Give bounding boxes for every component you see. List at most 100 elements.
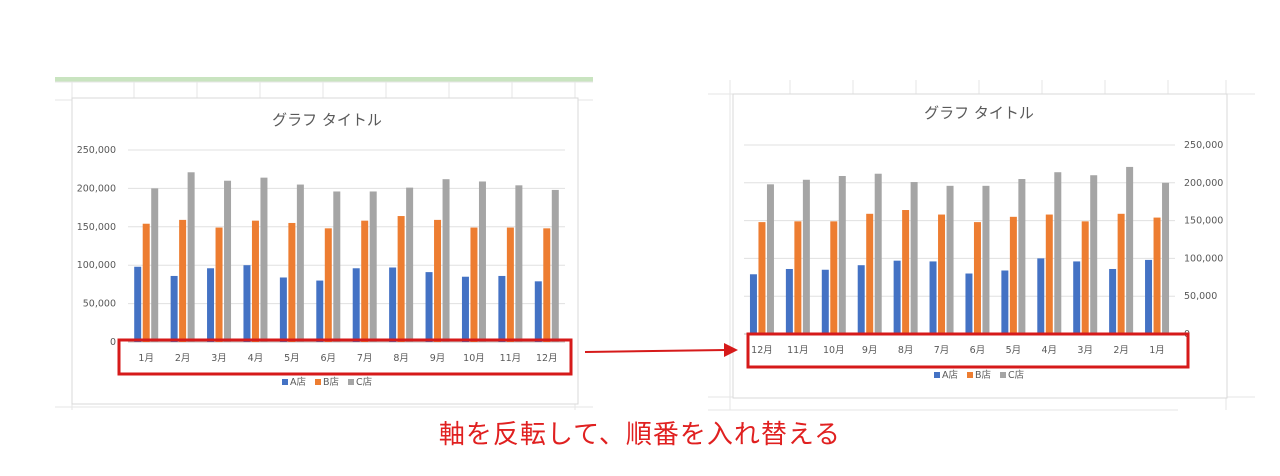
- legend-entry[interactable]: C店: [356, 376, 372, 388]
- bar-A店-4月[interactable]: [1037, 258, 1045, 334]
- legend-entry[interactable]: C店: [1008, 369, 1024, 381]
- axis-highlight-box: [117, 338, 573, 376]
- bar-C店-9月[interactable]: [874, 173, 882, 334]
- bar-A店-4月[interactable]: [243, 265, 251, 342]
- bar-C店-5月[interactable]: [296, 184, 304, 342]
- bar-B店-6月[interactable]: [324, 228, 332, 342]
- bar-C店-11月[interactable]: [515, 185, 523, 342]
- chart-title[interactable]: グラフ タイトル: [272, 111, 382, 129]
- bar-A店-3月[interactable]: [1073, 261, 1081, 334]
- y-tick-label: 100,000: [77, 260, 116, 271]
- bar-B店-1月[interactable]: [142, 223, 150, 342]
- bar-B店-7月[interactable]: [361, 220, 369, 342]
- bar-B店-11月[interactable]: [506, 227, 514, 342]
- y-tick-label: 100,000: [1184, 253, 1223, 264]
- x-tick-label: 5月: [284, 353, 300, 364]
- bar-C店-12月[interactable]: [551, 189, 559, 342]
- bar-B店-10月[interactable]: [470, 227, 478, 342]
- bar-B店-3月[interactable]: [215, 227, 223, 342]
- bar-B店-11月[interactable]: [794, 221, 802, 334]
- bar-B店-10月[interactable]: [830, 221, 838, 334]
- bar-B店-8月[interactable]: [397, 216, 405, 342]
- x-tick-label: 11月: [787, 345, 809, 356]
- x-tick-label: 2月: [175, 353, 191, 364]
- legend-swatch: [967, 372, 973, 378]
- bar-C店-3月[interactable]: [224, 180, 232, 342]
- bar-B店-4月[interactable]: [1045, 214, 1053, 334]
- legend-entry[interactable]: B店: [323, 376, 339, 388]
- bar-A店-1月[interactable]: [134, 266, 142, 342]
- bar-C店-2月[interactable]: [1126, 166, 1134, 334]
- bar-C店-4月[interactable]: [260, 177, 268, 342]
- bar-B店-9月[interactable]: [434, 219, 442, 342]
- bar-C店-2月[interactable]: [187, 172, 195, 342]
- bar-A店-6月[interactable]: [965, 273, 973, 334]
- bar-C店-10月[interactable]: [478, 181, 486, 342]
- bar-C店-8月[interactable]: [406, 187, 414, 342]
- bar-A店-8月[interactable]: [893, 260, 901, 334]
- x-tick-label: 1月: [1149, 345, 1165, 356]
- bar-A店-11月[interactable]: [785, 268, 793, 334]
- legend-swatch: [1000, 372, 1006, 378]
- bar-A店-12月[interactable]: [749, 274, 757, 334]
- legend-swatch: [934, 372, 940, 378]
- bar-B店-5月[interactable]: [1009, 216, 1017, 334]
- bar-B店-3月[interactable]: [1081, 221, 1089, 334]
- legend-entry[interactable]: A店: [942, 369, 958, 381]
- bar-C店-11月[interactable]: [802, 179, 810, 334]
- chart-title[interactable]: グラフ タイトル: [924, 104, 1034, 122]
- legend-swatch: [282, 379, 288, 385]
- bar-A店-1月[interactable]: [1145, 259, 1153, 334]
- chart-reversed: グラフ タイトル050,000100,000150,000200,000250,…: [732, 93, 1228, 399]
- bar-B店-9月[interactable]: [866, 213, 874, 334]
- x-tick-label: 7月: [934, 345, 950, 356]
- bar-C店-7月[interactable]: [369, 191, 377, 342]
- bar-C店-1月[interactable]: [151, 188, 159, 342]
- bar-C店-8月[interactable]: [910, 182, 918, 334]
- bar-C店-7月[interactable]: [946, 185, 954, 334]
- bar-A店-5月[interactable]: [1001, 270, 1009, 334]
- bar-A店-3月[interactable]: [207, 268, 215, 342]
- bar-C店-10月[interactable]: [838, 175, 846, 334]
- bar-C店-6月[interactable]: [982, 185, 990, 334]
- bar-C店-4月[interactable]: [1054, 172, 1062, 334]
- bar-A店-2月[interactable]: [170, 275, 178, 342]
- bar-C店-12月[interactable]: [766, 184, 774, 334]
- bar-B店-12月[interactable]: [758, 222, 766, 334]
- bar-A店-7月[interactable]: [352, 268, 360, 342]
- bar-A店-7月[interactable]: [929, 261, 937, 334]
- bar-A店-11月[interactable]: [498, 275, 506, 342]
- x-tick-label: 12月: [536, 353, 558, 364]
- bar-B店-1月[interactable]: [1153, 217, 1161, 334]
- bar-A店-6月[interactable]: [316, 280, 324, 342]
- bar-B店-5月[interactable]: [288, 222, 296, 342]
- bar-A店-8月[interactable]: [389, 267, 397, 342]
- bar-A店-2月[interactable]: [1109, 268, 1117, 334]
- bar-C店-5月[interactable]: [1018, 179, 1026, 334]
- x-tick-label: 3月: [211, 353, 227, 364]
- bar-C店-9月[interactable]: [442, 179, 450, 342]
- x-tick-label: 10月: [463, 353, 485, 364]
- bar-B店-6月[interactable]: [973, 222, 981, 334]
- x-tick-label: 1月: [138, 353, 154, 364]
- bar-B店-2月[interactable]: [1117, 213, 1125, 334]
- bar-B店-12月[interactable]: [543, 228, 551, 342]
- bar-A店-5月[interactable]: [279, 277, 287, 342]
- chart-original: グラフ タイトル 0 50,000 100,000 150,000 200,000 250,…: [71, 97, 579, 405]
- axis-highlight-box: [746, 332, 1190, 369]
- y-tick-label: 50,000: [1184, 291, 1217, 302]
- bar-A店-10月[interactable]: [461, 276, 469, 342]
- legend-entry[interactable]: A店: [290, 376, 306, 388]
- bar-C店-1月[interactable]: [1162, 182, 1170, 334]
- bar-B店-8月[interactable]: [902, 210, 910, 334]
- bar-A店-10月[interactable]: [821, 269, 829, 334]
- bar-A店-9月[interactable]: [857, 265, 865, 334]
- bar-C店-6月[interactable]: [333, 191, 341, 342]
- legend-entry[interactable]: B店: [975, 369, 991, 381]
- bar-A店-12月[interactable]: [534, 281, 542, 342]
- bar-B店-2月[interactable]: [179, 219, 187, 342]
- bar-B店-7月[interactable]: [938, 214, 946, 334]
- bar-C店-3月[interactable]: [1090, 175, 1098, 334]
- bar-A店-9月[interactable]: [425, 272, 433, 342]
- bar-B店-4月[interactable]: [251, 220, 259, 342]
